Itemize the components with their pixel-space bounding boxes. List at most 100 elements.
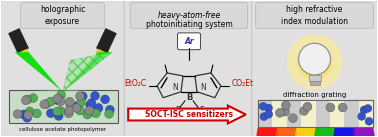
FancyBboxPatch shape bbox=[130, 3, 248, 28]
Polygon shape bbox=[274, 127, 299, 137]
Bar bbox=[308, 75, 321, 81]
Circle shape bbox=[360, 106, 368, 114]
Circle shape bbox=[105, 105, 115, 114]
Bar bbox=[310, 81, 319, 85]
Circle shape bbox=[21, 96, 30, 105]
Circle shape bbox=[326, 103, 335, 112]
Circle shape bbox=[288, 114, 297, 122]
Circle shape bbox=[276, 108, 284, 117]
Text: diffraction grating: diffraction grating bbox=[283, 92, 346, 98]
FancyBboxPatch shape bbox=[21, 3, 104, 28]
Bar bbox=[258, 100, 373, 127]
Text: F: F bbox=[175, 106, 179, 115]
Text: holographic
exposure: holographic exposure bbox=[40, 5, 85, 26]
Polygon shape bbox=[313, 127, 338, 137]
Circle shape bbox=[65, 106, 74, 115]
Circle shape bbox=[55, 95, 64, 104]
Bar bbox=[258, 100, 373, 127]
Polygon shape bbox=[255, 127, 280, 137]
Circle shape bbox=[83, 110, 92, 119]
Circle shape bbox=[56, 106, 65, 115]
Circle shape bbox=[94, 103, 103, 112]
Circle shape bbox=[260, 113, 268, 121]
Polygon shape bbox=[9, 90, 92, 92]
Circle shape bbox=[299, 43, 330, 75]
Circle shape bbox=[76, 106, 85, 115]
Bar bbox=[344, 100, 359, 127]
Bar bbox=[20, 49, 29, 57]
Circle shape bbox=[365, 117, 373, 125]
Polygon shape bbox=[332, 127, 357, 137]
Circle shape bbox=[90, 91, 99, 100]
Text: cellulose acetate photopolymer: cellulose acetate photopolymer bbox=[19, 127, 106, 132]
Circle shape bbox=[42, 99, 51, 108]
Text: EtO₂C: EtO₂C bbox=[124, 79, 146, 88]
Circle shape bbox=[101, 95, 110, 104]
Text: SOCT-ISC sensitizers: SOCT-ISC sensitizers bbox=[145, 110, 233, 119]
Bar bbox=[9, 90, 118, 123]
Circle shape bbox=[364, 105, 372, 112]
Circle shape bbox=[78, 92, 87, 101]
Bar bbox=[301, 100, 316, 127]
Bar bbox=[330, 100, 344, 127]
FancyBboxPatch shape bbox=[1, 1, 124, 136]
Bar bbox=[258, 100, 272, 127]
Bar bbox=[359, 100, 373, 127]
Circle shape bbox=[25, 107, 34, 116]
Circle shape bbox=[338, 103, 347, 112]
Polygon shape bbox=[15, 52, 62, 92]
Polygon shape bbox=[62, 52, 112, 92]
Circle shape bbox=[280, 107, 290, 116]
Text: photoinitiating system: photoinitiating system bbox=[146, 19, 232, 28]
Circle shape bbox=[84, 108, 93, 117]
Bar bbox=[96, 28, 116, 53]
Bar bbox=[287, 100, 301, 127]
Circle shape bbox=[53, 94, 62, 103]
Circle shape bbox=[85, 106, 94, 115]
Text: N: N bbox=[172, 83, 178, 92]
Text: high refractive
index modulation: high refractive index modulation bbox=[281, 5, 348, 26]
Circle shape bbox=[105, 109, 114, 118]
Circle shape bbox=[358, 112, 366, 120]
Circle shape bbox=[56, 97, 65, 106]
Circle shape bbox=[91, 109, 101, 118]
Circle shape bbox=[265, 110, 273, 118]
Circle shape bbox=[40, 100, 49, 109]
FancyBboxPatch shape bbox=[252, 1, 377, 136]
Circle shape bbox=[73, 101, 82, 110]
Text: Ar: Ar bbox=[184, 37, 194, 46]
Bar bbox=[8, 28, 29, 53]
Text: heavy-atom-free: heavy-atom-free bbox=[157, 11, 221, 20]
Circle shape bbox=[57, 90, 65, 99]
Circle shape bbox=[64, 109, 73, 118]
Circle shape bbox=[65, 97, 74, 106]
Circle shape bbox=[281, 101, 290, 110]
FancyBboxPatch shape bbox=[178, 33, 200, 50]
Polygon shape bbox=[293, 127, 319, 137]
FancyBboxPatch shape bbox=[124, 1, 254, 136]
Circle shape bbox=[46, 109, 55, 118]
Text: F: F bbox=[199, 106, 203, 115]
Circle shape bbox=[86, 101, 95, 110]
Circle shape bbox=[23, 113, 32, 122]
Circle shape bbox=[46, 97, 55, 106]
Text: B: B bbox=[186, 93, 192, 102]
Circle shape bbox=[53, 107, 62, 116]
Circle shape bbox=[72, 104, 81, 112]
Circle shape bbox=[299, 106, 308, 115]
Circle shape bbox=[66, 100, 75, 109]
Circle shape bbox=[24, 111, 33, 119]
Circle shape bbox=[297, 44, 333, 80]
Circle shape bbox=[303, 102, 312, 111]
Circle shape bbox=[13, 110, 22, 119]
Bar bbox=[272, 100, 287, 127]
FancyArrow shape bbox=[128, 106, 246, 123]
Bar bbox=[96, 49, 105, 57]
Circle shape bbox=[53, 96, 62, 105]
Circle shape bbox=[259, 102, 267, 110]
Polygon shape bbox=[62, 52, 112, 92]
Text: N: N bbox=[200, 83, 206, 92]
Circle shape bbox=[29, 94, 38, 102]
Circle shape bbox=[32, 109, 41, 118]
Circle shape bbox=[265, 104, 273, 112]
